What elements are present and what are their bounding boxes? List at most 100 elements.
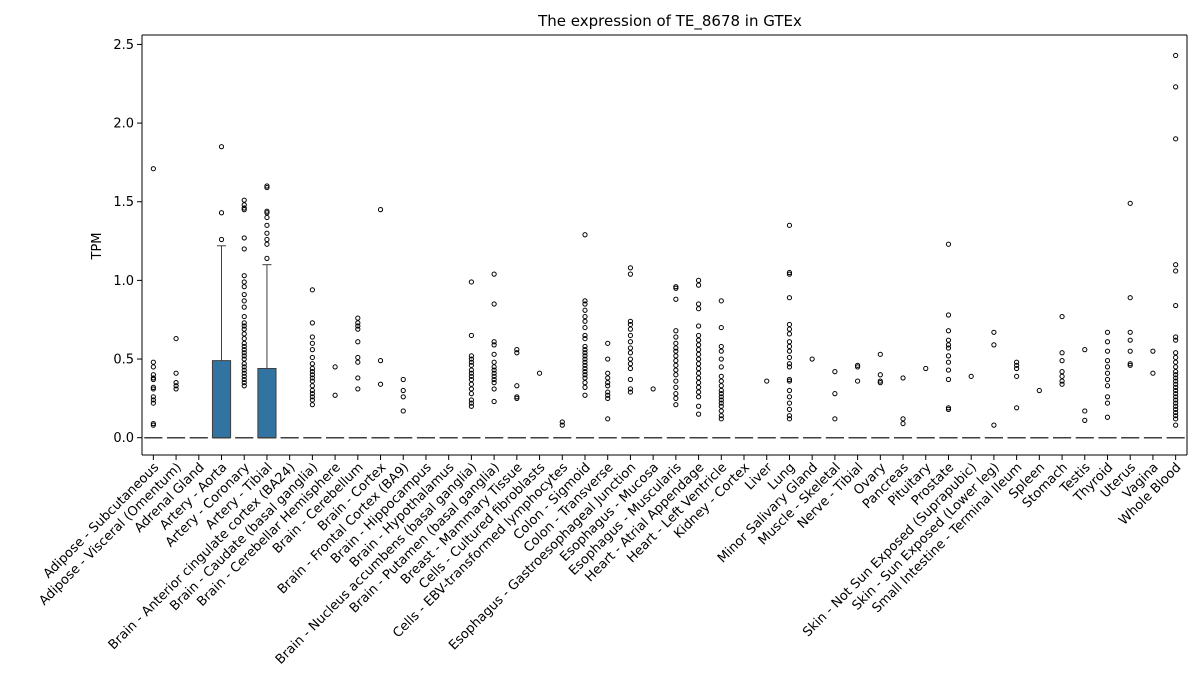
outlier-point [945, 328, 952, 334]
outlier-point [1127, 295, 1133, 301]
outlier-point [241, 367, 247, 373]
outlier-point [673, 372, 679, 378]
outlier-point [241, 364, 247, 370]
outlier-point [786, 416, 793, 422]
outlier-point [355, 326, 361, 332]
outlier-point [309, 287, 315, 293]
outlier-point [241, 347, 247, 353]
outlier-point [673, 328, 679, 334]
outlier-point [241, 304, 247, 310]
outlier-point [150, 166, 156, 172]
outlier-point [786, 364, 793, 370]
outlier-point [1104, 329, 1111, 335]
outlier-point [786, 413, 793, 419]
outlier-point [468, 353, 475, 359]
outlier-point [332, 364, 338, 370]
outlier-point [991, 342, 997, 348]
outlier-point [400, 376, 406, 383]
outlier-point [1082, 347, 1088, 353]
outlier-point [605, 389, 611, 395]
outlier-point [695, 347, 702, 353]
outlier-point [241, 284, 247, 290]
outlier-point [491, 359, 497, 365]
outlier-point [241, 383, 247, 389]
outlier-point [832, 416, 838, 422]
outlier-point [264, 222, 270, 228]
outlier-point [1173, 268, 1179, 274]
outlier-point [309, 320, 315, 326]
y-tick-label: 2.0 [113, 117, 134, 132]
outlier-point [582, 324, 588, 331]
outlier-point [582, 365, 588, 372]
outlier-point [1173, 391, 1179, 397]
outlier-point [582, 307, 588, 313]
outlier-point [150, 397, 156, 403]
chart-title: The expression of TE_8678 in GTEx [537, 12, 802, 31]
outlier-point [309, 402, 315, 408]
outlier-point [786, 348, 793, 354]
outlier-point [718, 373, 724, 379]
outlier-point [786, 339, 793, 345]
outlier-point [491, 398, 497, 405]
outlier-point [377, 381, 384, 387]
outlier-point [1104, 414, 1111, 420]
outlier-point [1014, 362, 1020, 368]
outlier-point [1173, 350, 1179, 356]
outlier-point [786, 271, 793, 277]
outlier-point [241, 350, 247, 356]
outlier-point [627, 326, 634, 332]
outlier-point [1173, 337, 1179, 343]
outlier-point [786, 269, 793, 276]
outlier-point [695, 337, 702, 343]
outlier-point [241, 279, 247, 285]
outlier-point [627, 356, 634, 362]
outlier-point [1014, 365, 1020, 372]
outlier-point [1104, 370, 1111, 376]
outlier-point [695, 342, 702, 348]
outlier-point [1059, 378, 1065, 384]
outlier-point [173, 370, 179, 376]
outlier-point [150, 394, 156, 400]
outlier-point [764, 378, 770, 384]
outlier-point [1173, 422, 1179, 428]
outlier-point [1173, 406, 1179, 412]
y-tick-label: 1.0 [113, 274, 134, 289]
outlier-point [945, 367, 952, 373]
outlier-point [468, 400, 475, 406]
outlier-point [877, 372, 883, 378]
outlier-point [582, 353, 588, 359]
outlier-point [695, 403, 702, 409]
outlier-point [150, 422, 156, 428]
outlier-point [264, 183, 270, 189]
outlier-point [241, 331, 247, 337]
outlier-point [514, 395, 520, 401]
outlier-point [718, 400, 724, 406]
outlier-point [218, 236, 225, 243]
outlier-point [1059, 350, 1065, 356]
y-tick-label: 2.5 [113, 38, 134, 53]
outlier-point [582, 232, 588, 238]
outlier-point [605, 380, 611, 386]
outlier-point [264, 241, 270, 247]
outlier-point [309, 347, 315, 353]
outlier-point [695, 375, 702, 381]
outlier-point [241, 207, 247, 213]
outlier-point [309, 391, 315, 397]
outlier-point [468, 386, 475, 392]
outlier-point [309, 394, 315, 400]
outlier-point [673, 358, 679, 364]
outlier-point [582, 356, 588, 362]
outlier-point [877, 378, 883, 384]
outlier-point [945, 337, 952, 343]
outlier-point [1173, 403, 1179, 409]
outlier-point [491, 376, 497, 383]
outlier-point [1173, 136, 1179, 142]
outlier-point [945, 359, 952, 365]
outlier-point [309, 365, 315, 372]
outlier-point [1173, 384, 1179, 390]
outlier-point [309, 334, 315, 340]
outlier-point [900, 375, 906, 381]
outlier-point [491, 386, 497, 392]
outlier-point [605, 375, 611, 381]
outlier-point [582, 301, 588, 307]
